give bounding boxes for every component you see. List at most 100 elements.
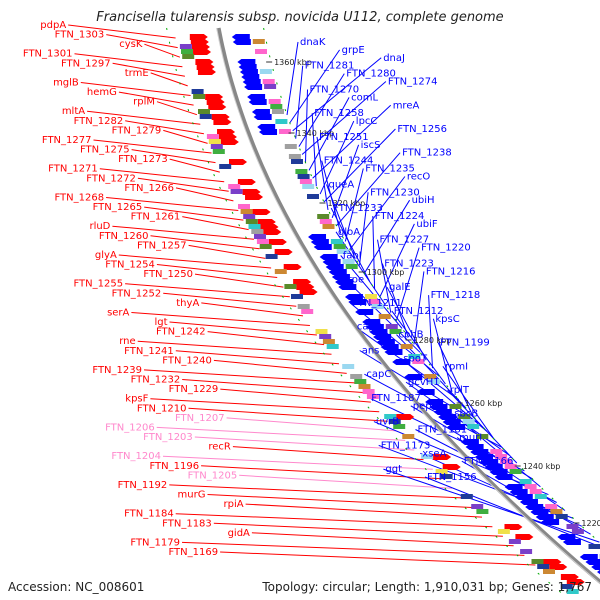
forward-gene-arrow [274, 249, 293, 255]
gene-label: FTN_1254 [105, 260, 155, 271]
gene-label: spoT [403, 353, 428, 364]
gene-leader-line [213, 522, 503, 537]
forward-feature-block [206, 134, 219, 139]
gene-leader-line [381, 263, 409, 337]
reverse-feature-block [545, 504, 558, 509]
gene-label: FTN_1223 [384, 259, 434, 270]
gene-leader-line [395, 247, 420, 321]
gene-leader-line [175, 187, 234, 202]
reverse-gene-arrow [231, 34, 250, 40]
gene-label: fabI [343, 251, 362, 262]
reverse-gene-arrow [338, 284, 357, 290]
gene-label: ggt [385, 464, 402, 475]
gene-leader-line [377, 239, 392, 313]
gene-leader-line [308, 97, 350, 171]
reverse-feature-block [264, 84, 277, 89]
forward-gene-arrow [515, 534, 534, 540]
gene-leader-line [194, 436, 415, 451]
forward-gene-arrow [252, 209, 271, 215]
reverse-gene-arrow [241, 74, 260, 80]
forward-feature-block [520, 549, 533, 554]
gene-leader-line [251, 532, 514, 547]
gene-label: FTN_1229 [169, 384, 219, 395]
gene-label: FTN_1187 [371, 393, 421, 404]
gene-leader-line [391, 310, 446, 385]
gene-label: ubiF [416, 219, 437, 230]
forward-feature-block [440, 474, 453, 479]
gene-label: FTN_1244 [324, 156, 374, 167]
gene-leader-line [201, 302, 304, 317]
forward-feature-block [537, 564, 550, 569]
reverse-feature-block [524, 484, 537, 489]
gene-leader-line [447, 389, 518, 464]
forward-gene-arrow [189, 34, 208, 40]
reverse-feature-block [412, 359, 425, 364]
gene-label: iscS [361, 140, 381, 151]
reverse-feature-block [255, 49, 267, 54]
forward-gene-arrow [217, 129, 236, 135]
reverse-feature-block [295, 169, 308, 174]
reverse-feature-block [291, 159, 303, 164]
gene-label: FTN_1227 [380, 235, 430, 246]
forward-gene-arrow [396, 414, 415, 420]
forward-feature-block [243, 214, 256, 219]
reverse-gene-arrow [251, 109, 270, 115]
reverse-feature-block [252, 39, 265, 44]
forward-feature-block [531, 559, 544, 564]
gene-label: rplM [133, 97, 155, 108]
gene-label: FTN_1210 [137, 403, 187, 414]
forward-feature-block [384, 414, 397, 419]
reverse-gene-arrow [509, 489, 528, 495]
reverse-feature-block [319, 219, 332, 224]
gene-leader-line [137, 340, 332, 355]
reverse-gene-arrow [404, 374, 423, 380]
gene-label: FTN_1179 [130, 537, 180, 548]
gene-leader-line [432, 318, 453, 392]
gene-label: FTN_1211 [352, 298, 402, 309]
forward-feature-block [208, 139, 221, 144]
gene-label: sbcB [454, 409, 478, 420]
gene-leader-line [156, 264, 278, 278]
gene-label: uvrB [376, 417, 399, 428]
reverse-gene-arrow [238, 64, 257, 70]
forward-gene-arrow [293, 279, 312, 285]
gene-label: kpsC [435, 314, 459, 325]
forward-feature-block [566, 589, 579, 594]
kbp-label: 1260 kbp [465, 399, 503, 408]
kbp-label: 1280 kbp [414, 336, 452, 345]
gene-leader-line [131, 149, 216, 164]
gene-leader-line [335, 231, 386, 306]
gene-label: mltA [62, 106, 85, 117]
forward-gene-arrow [268, 239, 287, 245]
gene-leader-line [106, 34, 178, 49]
reverse-gene-arrow [579, 554, 598, 560]
reverse-feature-block [270, 104, 283, 109]
reverse-gene-arrow [447, 424, 466, 430]
gene-label: rne [119, 336, 135, 347]
gene-label: ans [362, 346, 380, 357]
reverse-gene-arrow [433, 409, 452, 415]
gene-leader-line [311, 113, 317, 187]
forward-gene-arrow [191, 44, 210, 50]
forward-feature-block [179, 44, 192, 49]
reverse-gene-arrow [489, 469, 508, 475]
forward-gene-arrow [299, 289, 318, 295]
gene-label: glyA [95, 250, 117, 261]
gene-label: lgt [154, 317, 167, 328]
gene-label: FTN_1303 [55, 30, 105, 41]
reverse-feature-block [504, 464, 517, 469]
gene-leader-line [292, 57, 382, 132]
gene-leader-line [144, 43, 181, 58]
reverse-gene-arrow [479, 459, 498, 465]
reverse-gene-arrow [362, 319, 381, 325]
gene-leader-line [220, 551, 536, 566]
gene-label: FTN_1238 [402, 148, 452, 159]
forward-gene-arrow [283, 264, 302, 270]
reverse-gene-arrow [460, 439, 479, 445]
reverse-feature-block [534, 494, 547, 499]
forward-feature-block [508, 539, 521, 544]
gene-leader-line [316, 136, 329, 210]
gene-label: FTN_1192 [118, 480, 168, 491]
forward-feature-block [199, 114, 212, 119]
